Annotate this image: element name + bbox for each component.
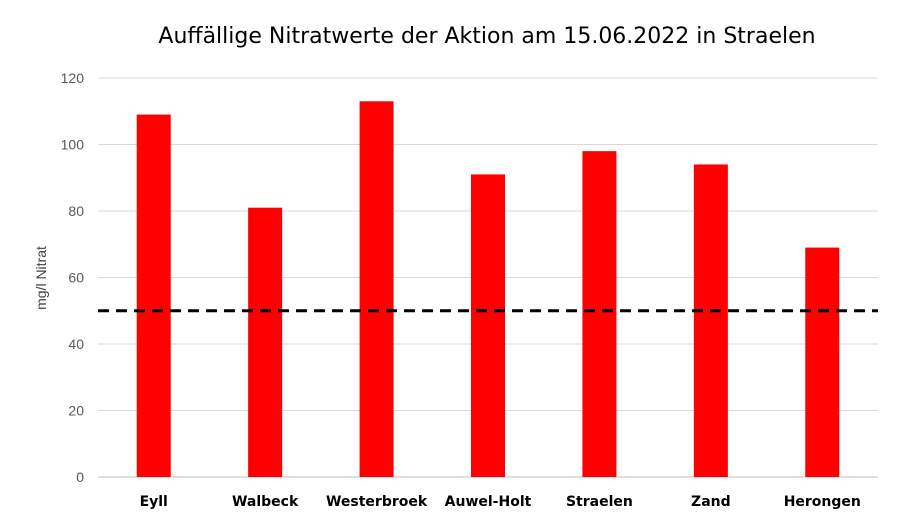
bar-zand — [693, 164, 728, 477]
x-tick-label: Westerbroek — [326, 494, 428, 510]
bars — [136, 101, 840, 478]
x-axis-ticks: Eyll Walbeck Westerbroek Auwel-Holt Straelen… — [140, 494, 861, 510]
bar-straelen — [582, 151, 617, 477]
y-axis-label: mg/l Nitrat — [33, 246, 49, 310]
y-tick-label: 40 — [68, 336, 84, 352]
x-tick-label: Auwel-Holt — [445, 494, 532, 510]
x-tick-label: Straelen — [566, 494, 633, 510]
chart-title: Auffällige Nitratwerte der Aktion am 15.… — [158, 24, 815, 49]
bar-walbeck — [248, 207, 283, 478]
y-tick-label: 20 — [68, 403, 84, 419]
y-axis-ticks: 0 20 40 60 80 100 120 — [61, 70, 85, 485]
x-tick-label: Walbeck — [232, 494, 299, 510]
y-tick-label: 120 — [61, 70, 85, 86]
bar-westerbroek — [359, 101, 394, 478]
x-tick-label: Eyll — [140, 494, 168, 510]
bar-herongen — [805, 247, 840, 477]
bar-eyll — [136, 114, 171, 477]
bar-auwel-holt — [471, 174, 505, 478]
y-tick-label: 80 — [68, 203, 84, 219]
y-tick-label: 0 — [76, 469, 84, 485]
y-tick-label: 60 — [68, 270, 84, 286]
y-tick-label: 100 — [61, 137, 85, 153]
x-tick-label: Herongen — [784, 494, 861, 510]
x-tick-label: Zand — [691, 494, 731, 510]
